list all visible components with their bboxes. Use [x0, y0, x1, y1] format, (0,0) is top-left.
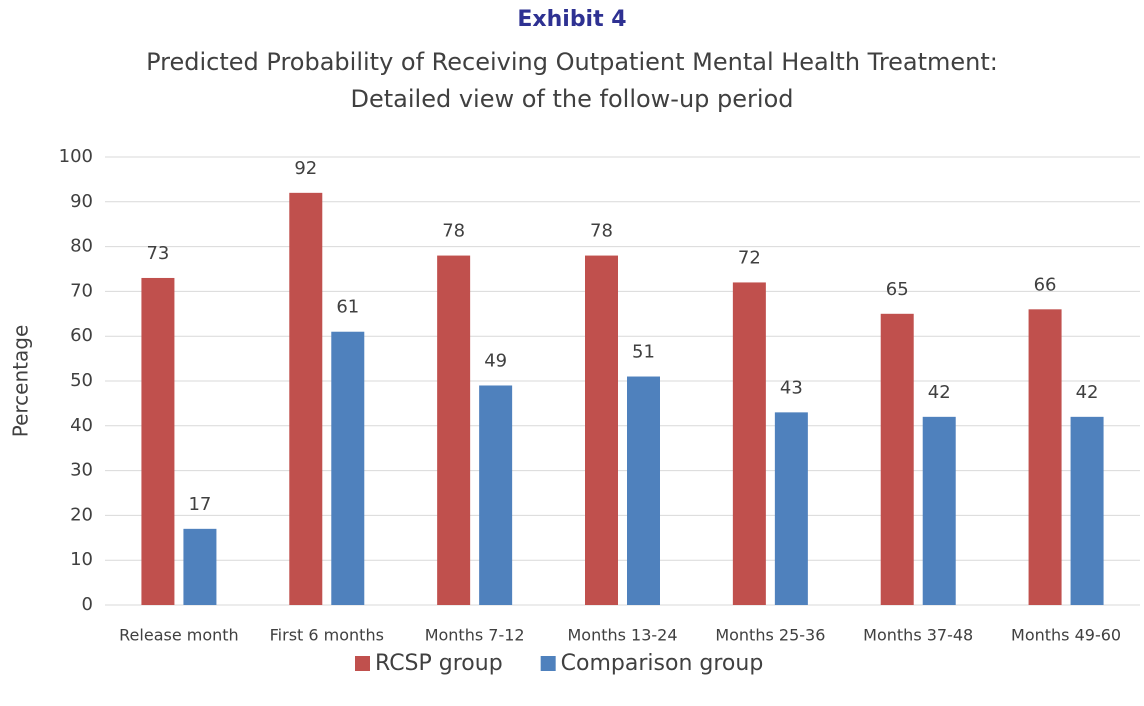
x-tick-label: Months 25-36	[715, 626, 825, 645]
y-tick-label: 40	[70, 415, 93, 436]
data-label: 61	[336, 297, 359, 318]
data-label: 73	[146, 243, 169, 264]
data-label: 72	[738, 247, 761, 268]
bar	[585, 255, 618, 605]
data-label: 65	[886, 279, 909, 300]
bar	[880, 313, 914, 605]
bar	[141, 277, 175, 605]
bar	[331, 331, 365, 605]
bar	[922, 416, 956, 605]
y-tick-label: 90	[70, 191, 93, 212]
y-tick-label: 30	[70, 460, 93, 481]
y-tick-label: 0	[82, 594, 93, 615]
bar	[1070, 416, 1104, 605]
y-tick-label: 60	[70, 325, 93, 346]
data-label: 49	[484, 350, 507, 371]
bar	[627, 376, 660, 605]
legend-label: Comparison group	[561, 651, 764, 676]
x-tick-label: Months 7-12	[425, 626, 525, 645]
data-label: 66	[1034, 274, 1057, 295]
data-label: 43	[780, 377, 803, 398]
y-tick-label: 100	[59, 146, 93, 167]
x-tick-label: Months 49-60	[1011, 626, 1121, 645]
bar	[479, 385, 513, 605]
data-label: 92	[294, 158, 317, 179]
bar	[289, 192, 323, 605]
chart-subtitle: Predicted Probability of Receiving Outpa…	[146, 48, 998, 76]
x-tick-label: Months 37-48	[863, 626, 973, 645]
chart-subtitle: Detailed view of the follow-up period	[351, 85, 794, 113]
y-tick-label: 20	[70, 504, 93, 525]
chart-title: Exhibit 4	[517, 7, 626, 32]
legend-swatch	[540, 656, 556, 671]
y-tick-label: 80	[70, 236, 93, 257]
x-tick-label: First 6 months	[270, 626, 384, 645]
data-label: 42	[1076, 382, 1099, 403]
bar	[1028, 309, 1062, 605]
x-tick-label: Months 13-24	[567, 626, 677, 645]
x-tick-label: Release month	[119, 626, 239, 645]
bar	[732, 282, 766, 605]
y-tick-label: 50	[70, 370, 93, 391]
data-label: 78	[590, 221, 613, 242]
legend-label: RCSP group	[375, 651, 503, 676]
y-axis-label: Percentage	[9, 325, 33, 438]
bar	[774, 412, 808, 605]
y-tick-label: 10	[70, 549, 93, 570]
bar	[437, 255, 471, 605]
legend-swatch	[355, 656, 370, 671]
data-label: 51	[632, 342, 655, 363]
data-label: 42	[928, 382, 951, 403]
bar	[183, 528, 217, 605]
data-label: 17	[188, 494, 211, 515]
data-label: 78	[442, 221, 465, 242]
y-tick-label: 70	[70, 280, 93, 301]
